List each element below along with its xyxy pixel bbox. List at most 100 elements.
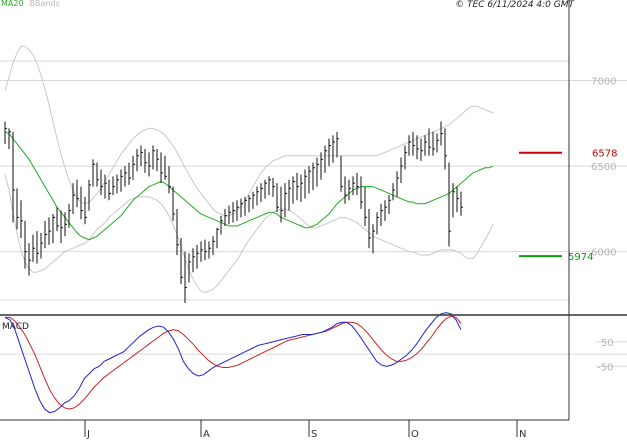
price-bar bbox=[220, 215, 223, 235]
price-bar bbox=[344, 176, 347, 204]
x-tick-label: A bbox=[203, 429, 210, 440]
price-bar bbox=[356, 172, 359, 196]
price-bar bbox=[76, 179, 79, 208]
price-bar bbox=[292, 176, 295, 204]
price-bar bbox=[72, 183, 75, 214]
price-bar bbox=[40, 232, 43, 259]
price-bar bbox=[304, 169, 307, 199]
legend-ma20: MA20 bbox=[1, 0, 24, 8]
price-bar bbox=[436, 133, 439, 153]
bbands-upper-line bbox=[4, 45, 494, 217]
price-bar bbox=[336, 131, 339, 158]
price-bar bbox=[36, 231, 39, 264]
price-bar bbox=[388, 195, 391, 214]
price-bar bbox=[244, 196, 247, 216]
price-bar bbox=[32, 234, 35, 262]
price-bar bbox=[108, 179, 111, 201]
signal-path bbox=[5, 315, 462, 410]
price-bar bbox=[408, 135, 411, 156]
price-bar bbox=[172, 186, 175, 221]
support-level-label: 5974 bbox=[568, 252, 593, 263]
price-bar bbox=[4, 121, 7, 144]
price-bar bbox=[144, 148, 147, 173]
price-bar bbox=[300, 174, 303, 203]
price-bar bbox=[340, 155, 343, 192]
ma20-path bbox=[4, 131, 494, 241]
price-bar bbox=[420, 138, 423, 161]
price-bar bbox=[44, 220, 47, 249]
panel-frames bbox=[0, 0, 627, 420]
price-bar bbox=[132, 155, 135, 180]
price-bar bbox=[372, 224, 375, 254]
price-bar bbox=[204, 239, 207, 261]
price-bar bbox=[100, 169, 103, 196]
macd-panel-title: MACD bbox=[2, 322, 29, 332]
price-bar bbox=[324, 145, 327, 173]
price-bar bbox=[240, 198, 243, 218]
price-bar bbox=[380, 203, 383, 226]
price-bar bbox=[268, 176, 271, 196]
price-bar bbox=[92, 159, 95, 187]
price-bar bbox=[212, 236, 215, 256]
price-bar bbox=[364, 186, 367, 226]
macd-y-axis: 50 -50 bbox=[597, 338, 614, 373]
price-bar bbox=[256, 186, 259, 206]
price-bar bbox=[396, 171, 399, 197]
price-bar bbox=[432, 131, 435, 156]
price-bar bbox=[384, 200, 387, 221]
price-bar bbox=[272, 178, 275, 197]
price-bar bbox=[128, 162, 131, 185]
price-bar bbox=[28, 243, 31, 276]
price-bar bbox=[368, 208, 371, 249]
price-bar bbox=[64, 212, 67, 237]
price-bar bbox=[444, 128, 447, 170]
price-bar bbox=[352, 176, 355, 196]
price-bar bbox=[8, 128, 11, 149]
price-bar bbox=[412, 131, 415, 156]
price-bar bbox=[320, 152, 323, 180]
price-bar bbox=[124, 166, 127, 187]
price-bar bbox=[156, 148, 159, 172]
price-bar bbox=[20, 200, 23, 238]
price-bar bbox=[116, 174, 119, 194]
price-bar bbox=[328, 138, 331, 167]
price-bar bbox=[448, 162, 451, 247]
price-bar bbox=[216, 227, 219, 249]
macd-y-tick-label: -50 bbox=[597, 362, 613, 373]
macd-y-tick-label: 50 bbox=[601, 338, 614, 349]
price-bar bbox=[452, 183, 455, 218]
price-bar bbox=[276, 183, 279, 213]
price-bar bbox=[424, 135, 427, 156]
price-bar bbox=[456, 186, 459, 213]
price-bar bbox=[152, 145, 155, 170]
price-y-axis: 6000 6500 7000 bbox=[591, 76, 616, 258]
price-bar bbox=[140, 145, 143, 167]
resistance-level-label: 6578 bbox=[592, 149, 617, 160]
price-levels: 6578 5974 bbox=[519, 149, 617, 263]
price-bar bbox=[176, 208, 179, 256]
price-bar bbox=[376, 212, 379, 235]
price-bar bbox=[348, 179, 351, 201]
price-bar bbox=[60, 210, 63, 244]
price-bar bbox=[248, 195, 251, 213]
macd-path bbox=[4, 312, 462, 414]
price-bar bbox=[428, 128, 431, 156]
price-bar bbox=[104, 174, 107, 199]
y-tick-label: 6500 bbox=[591, 162, 616, 173]
price-bar bbox=[96, 162, 99, 187]
price-bar bbox=[236, 200, 239, 221]
price-bar bbox=[208, 241, 211, 259]
price-bar bbox=[312, 162, 315, 191]
price-bar bbox=[316, 157, 319, 187]
price-bar bbox=[136, 148, 139, 172]
price-bar bbox=[308, 166, 311, 194]
bbands-lower-path bbox=[4, 174, 494, 294]
price-bar bbox=[460, 191, 463, 216]
price-bar bbox=[52, 214, 55, 244]
price-bar bbox=[112, 176, 115, 196]
price-bar bbox=[232, 202, 235, 223]
x-tick-label: O bbox=[411, 429, 419, 440]
price-bar bbox=[252, 191, 255, 209]
price-bar bbox=[296, 172, 299, 201]
price-bar bbox=[188, 253, 191, 283]
